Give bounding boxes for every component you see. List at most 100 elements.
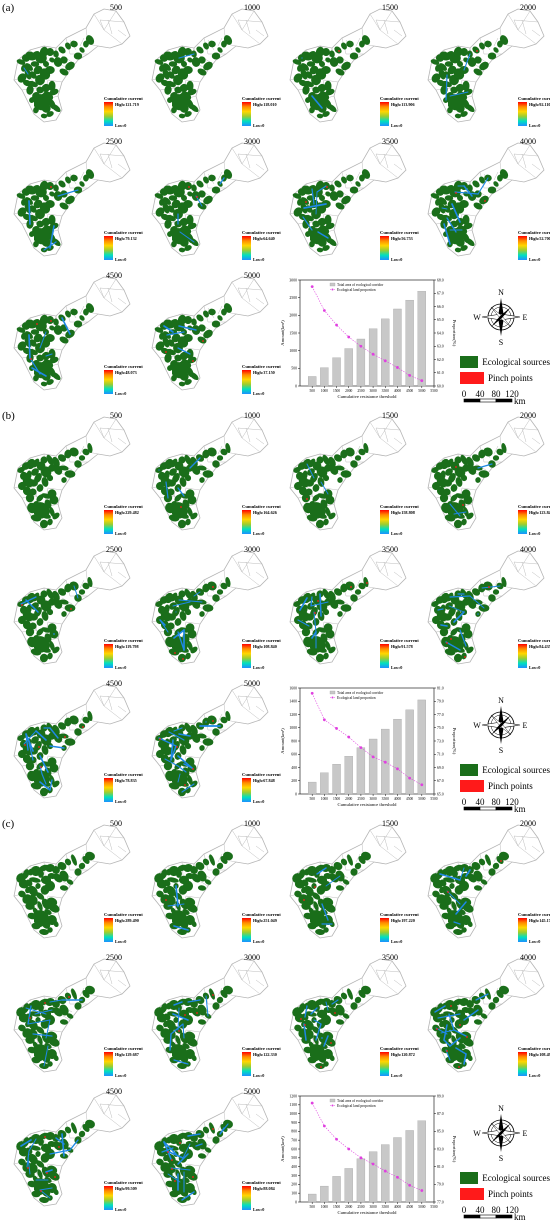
ecological-source-patches (17, 710, 93, 797)
scalebar-tick-label: 80 (492, 389, 502, 399)
county-boundary (493, 37, 499, 47)
pinch-point (455, 466, 457, 468)
county-boundary (393, 979, 403, 987)
y-right-tick-label: 66.0 (437, 305, 444, 309)
point-land-proportion (408, 776, 412, 780)
x-tick-label: 3500 (382, 389, 389, 393)
y-left-tick-label: 100 (291, 1192, 297, 1196)
map-threshold-5000: 5000 Cumulative current High:37.150 Low:0 (138, 268, 281, 398)
county-boundary (237, 19, 263, 31)
county-boundary (245, 427, 251, 443)
legend-low: Low:0 (253, 799, 265, 804)
pinch-point (500, 860, 502, 862)
pinch-point (306, 498, 308, 500)
county-boundary (379, 29, 399, 45)
corridor-current (437, 585, 501, 658)
legend-row-pinch: Pinch points (460, 371, 550, 384)
county-boundary (531, 571, 541, 579)
scalebar-tick-label: 0 (462, 797, 467, 807)
north-arrow: N S E W (470, 1102, 532, 1164)
legend-title: Cumulative current (242, 1046, 281, 1051)
county-boundary (237, 695, 263, 707)
current-map (427, 8, 545, 123)
threshold-label: 3000 (244, 545, 260, 554)
threshold-label: 500 (110, 819, 122, 828)
pinch-point (174, 652, 176, 654)
current-legend: Cumulative current High:289.490 Low:0 (104, 912, 144, 944)
county-boundary (531, 163, 541, 171)
compass-label-n: N (498, 288, 504, 297)
point-land-proportion (335, 323, 338, 327)
county-boundary (103, 979, 123, 995)
pinch-point (450, 1005, 452, 1007)
color-ramp (242, 370, 251, 394)
pinch-point (24, 744, 26, 746)
x-tick-label: 5500 (430, 1205, 437, 1209)
ecological-source-patches (430, 169, 509, 253)
threshold-label: 4000 (520, 953, 536, 962)
y-left-tick-label: 1200 (289, 1094, 297, 1098)
bar-corridor-area (332, 357, 341, 387)
legend-line-swatch (331, 288, 334, 291)
county-boundary (517, 163, 537, 179)
y-left-tick-label: 700 (291, 1139, 297, 1143)
color-ramp (242, 236, 251, 260)
pinch-point (192, 360, 194, 362)
current-map (427, 958, 545, 1073)
legend-title: Cumulative current (518, 1046, 550, 1051)
pinch-point (82, 726, 84, 728)
county-boundary (393, 437, 403, 445)
pinch-point (350, 586, 352, 588)
point-land-proportion (396, 366, 399, 369)
legend-high: High:64.640 (253, 236, 275, 241)
legend-low: Low:0 (115, 1073, 127, 1078)
pinch-point (171, 1168, 173, 1170)
y-right-tick-label: 62.0 (437, 358, 444, 362)
scalebar-segment (495, 398, 513, 403)
y-left-tick-label: 400 (291, 766, 297, 770)
corridor-current (23, 67, 29, 75)
current-map (13, 8, 131, 123)
current-map (151, 416, 269, 531)
pinch-point (466, 1036, 468, 1038)
color-ramp (518, 644, 527, 668)
threshold-label: 2500 (106, 545, 122, 554)
legend-high: High:113.906 (391, 102, 415, 107)
pinch-point (330, 1042, 332, 1044)
legend-high: High:92.110 (529, 102, 550, 107)
county-boundary (107, 1103, 113, 1119)
color-ramp (518, 236, 527, 260)
y-right-tick-label: 79.0 (437, 700, 444, 704)
corridor-current (161, 1123, 229, 1201)
current-legend: Cumulative current High:79.132 Low:0 (104, 230, 144, 262)
x-tick-label: 1000 (321, 389, 328, 393)
bar-corridor-area (417, 1120, 426, 1203)
ecological-source-patches (292, 169, 371, 253)
scalebar-tick-label: 80 (492, 1205, 502, 1215)
y-right-tick-label: 77.0 (437, 1200, 444, 1204)
county-boundary (379, 163, 399, 179)
county-boundary (107, 153, 113, 169)
panel-label: (c) (2, 818, 15, 830)
color-ramp (380, 918, 389, 942)
pinch-point (176, 746, 178, 748)
threshold-label: 4000 (520, 137, 536, 146)
legend-high: High:56.753 (391, 236, 413, 241)
legend-title: Cumulative current (518, 504, 550, 509)
compass-label-e: E (523, 721, 528, 730)
y-left-axis-title: Amount(km²) (280, 1136, 285, 1162)
scalebar-unit: km (514, 396, 526, 405)
legend-low: Low:0 (391, 123, 403, 128)
legend-title: Cumulative current (380, 96, 419, 101)
corridor-current (20, 1133, 79, 1199)
pinch-point (64, 736, 66, 738)
scalebar-tick-label: 80 (492, 797, 502, 807)
corridor-current (439, 860, 502, 925)
county-boundary (99, 287, 125, 299)
corridor-current (449, 463, 493, 517)
scalebar-segment (463, 806, 481, 811)
county-boundary (79, 37, 85, 47)
legend-high: High:108.499 (529, 1052, 550, 1057)
